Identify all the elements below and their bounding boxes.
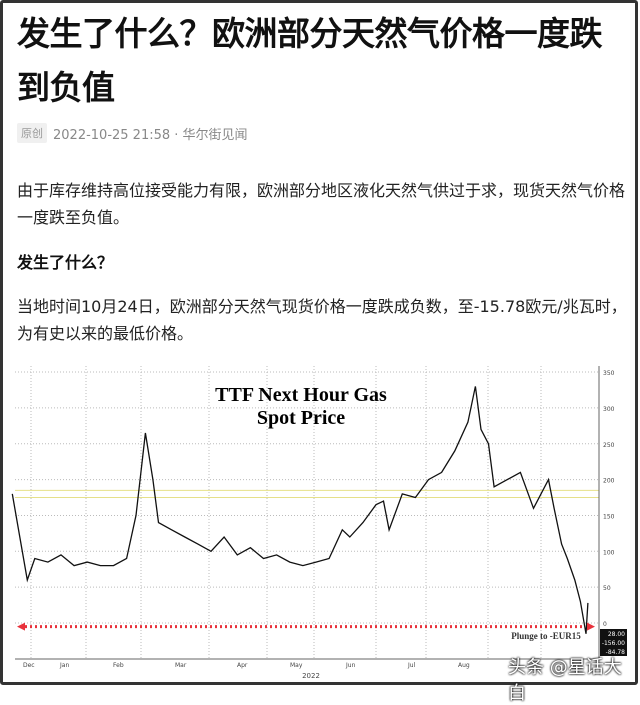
last-value-box — [600, 638, 627, 647]
watermark: 头条 @星话大白 — [508, 657, 622, 704]
y-tick-label: 50 — [603, 585, 611, 592]
x-tick-label: Apr — [237, 662, 248, 669]
x-tick-label: Jun — [345, 662, 356, 669]
y-tick-label: 350 — [603, 370, 615, 377]
arrow-head-left — [17, 622, 25, 631]
y-tick-label: 150 — [603, 513, 615, 520]
y-tick-label: 300 — [603, 406, 615, 413]
last-value-label: -84.78 — [606, 649, 626, 656]
paragraph-detail: 当地时间10月24日，欧洲部分天然气现货价格一度跌成负数，至-15.78欧元/兆… — [17, 297, 627, 343]
x-tick-label: Jan — [59, 662, 69, 669]
last-value-box — [600, 629, 627, 638]
x-tick-label: Feb — [113, 662, 124, 669]
last-value-box — [600, 647, 627, 656]
chart-title-line2: Spot Price — [257, 407, 345, 429]
publish-info[interactable]: 2022-10-25 21:58 · 华尔街见闻 — [53, 127, 248, 143]
x-tick-label: Dec — [23, 662, 35, 669]
x-tick-label: May — [290, 662, 303, 669]
article-title: 发生了什么？欧洲部分天然气价格一度跌到负值 — [17, 14, 603, 107]
chart-title-line1: TTF Next Hour Gas — [215, 384, 387, 406]
chart-annotation: Plunge to -EUR15 — [511, 631, 581, 641]
y-tick-label: 0 — [603, 621, 607, 628]
paragraph-intro: 由于库存维持高位接受能力有限，欧洲部分地区液化天然气供过于求，现货天然气价格一度… — [17, 181, 626, 227]
y-tick-label: 250 — [603, 442, 615, 449]
original-badge: 原创 — [17, 123, 47, 143]
y-tick-label: 200 — [603, 478, 615, 485]
y-tick-label: 100 — [603, 549, 615, 556]
arrow-head-right — [587, 622, 595, 631]
x-tick-label: Jul — [407, 662, 416, 669]
last-value-label: -156.00 — [602, 640, 625, 647]
section-heading: 发生了什么？ — [17, 253, 114, 272]
x-axis-year: 2022 — [302, 672, 320, 680]
x-tick-label: Mar — [175, 662, 187, 669]
article-meta: 原创 2022-10-25 21:58 · 华尔街见闻 — [17, 123, 248, 143]
x-tick-label: Aug — [458, 662, 470, 669]
last-value-label: 28.00 — [608, 631, 625, 638]
price-series-line — [11, 386, 589, 634]
gas-price-chart: Aug Jul Jun May Apr Mar Feb Jan Dec 0 50 100 150 200 2… — [11, 366, 627, 680]
